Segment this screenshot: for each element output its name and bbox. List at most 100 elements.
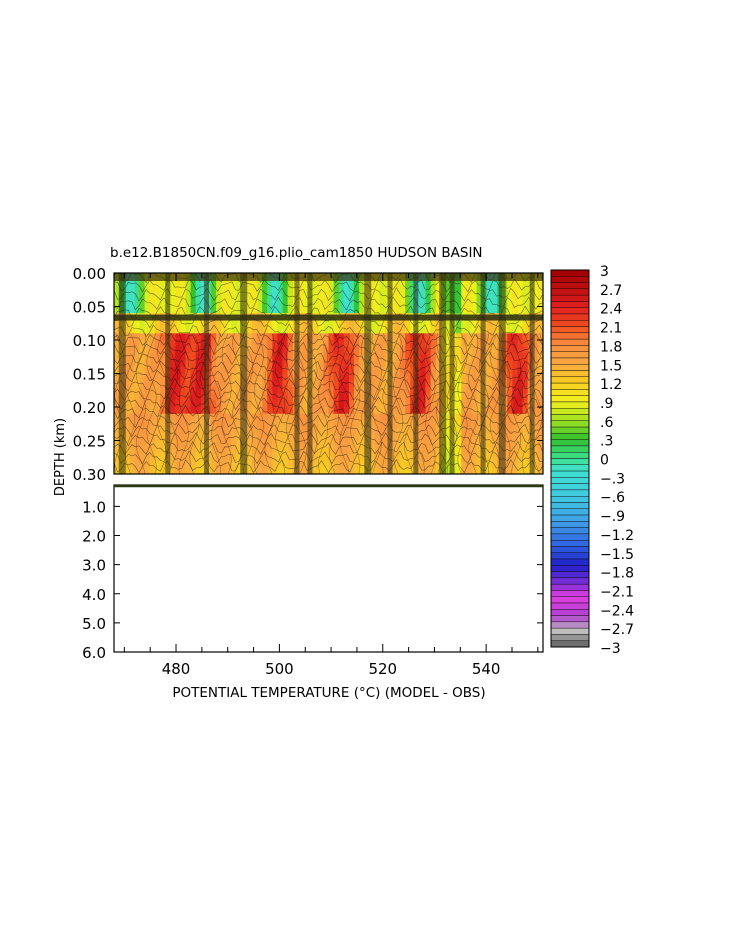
field-cell [394,333,401,341]
field-cell [522,293,529,301]
field-cell [139,400,146,408]
field-cell [313,386,319,395]
field-cell [175,393,181,401]
field-cell [374,360,381,368]
field-cell [149,353,156,361]
field-cell [267,360,273,368]
field-cell [389,286,396,294]
field-cell [144,326,151,334]
field-cell [297,420,304,428]
colorbar-label: 2.1 [600,321,622,337]
field-cell [216,413,222,421]
field-cell [323,366,330,375]
field-cell [369,380,376,388]
field-cell [435,353,442,361]
field-cell [180,460,187,468]
field-cell [354,366,360,375]
field-cell [287,453,294,462]
field-cell [134,407,141,415]
field-cell [139,340,146,348]
field-cell [333,279,340,287]
field-cell [476,279,483,287]
field-cell [410,393,416,401]
field-cell [323,293,330,301]
field-cell [297,447,304,455]
field-cell [313,420,319,428]
dark-band [449,273,455,474]
field-cell [216,386,222,395]
field-cell [323,440,330,448]
field-cell [313,360,319,368]
field-cell [287,286,294,294]
field-cell [170,467,176,474]
field-cell [328,366,335,375]
colorbar-segment [550,483,590,491]
field-cell [185,353,192,361]
field-cell [154,447,161,455]
field-cell [420,293,427,301]
field-cell [231,286,238,294]
field-cell [379,380,386,388]
field-cell [425,373,432,381]
field-cell [114,386,120,395]
y-tick-label: 6.0 [82,644,106,662]
field-cell [124,353,130,361]
field-cell [369,440,376,448]
field-cell [134,433,141,442]
colorbar-segment [550,301,590,308]
field-cell [461,279,467,287]
field-cell [170,407,176,415]
field-cell [461,433,467,442]
field-cell [313,279,319,287]
field-cell [185,440,192,448]
field-cell [471,286,478,294]
field-cell [323,433,330,442]
field-cell [267,400,273,408]
field-cell [400,373,406,381]
field-cell [272,460,279,468]
field-cell [425,386,432,395]
field-cell [200,353,207,361]
field-cell [343,373,350,381]
field-cell [262,420,268,428]
field-cell [277,440,284,448]
field-cell [129,400,136,408]
field-cell [476,447,483,455]
field-cell [185,293,192,301]
field-cell [394,386,401,395]
field-cell [211,366,217,375]
field-cell [180,340,187,348]
field-cell [134,306,141,314]
field-cell [537,286,543,294]
field-cell [374,326,381,334]
field-cell [272,360,279,368]
field-cell [343,326,350,334]
field-cell [466,420,473,428]
field-cell [461,447,467,455]
field-cell [149,293,156,301]
field-cell [297,306,304,314]
field-cell [486,333,493,341]
field-cell [149,340,156,348]
field-cell [144,293,151,301]
field-cell [456,299,462,308]
y-tick-label: 2.0 [82,528,106,546]
field-cell [537,400,543,408]
field-cell [124,453,130,462]
field-cell [430,279,437,287]
field-cell [277,286,284,294]
field-cell [532,360,539,368]
field-cell [318,407,324,415]
field-cell [374,366,381,375]
field-cell [302,306,309,314]
field-cell [537,340,543,348]
field-cell [410,299,416,308]
field-cell [394,440,401,448]
field-cell [532,393,539,401]
field-cell [185,433,192,442]
field-cell [175,279,181,287]
field-cell [456,460,462,468]
field-cell [374,420,381,428]
field-cell [251,413,258,421]
field-cell [338,427,345,435]
